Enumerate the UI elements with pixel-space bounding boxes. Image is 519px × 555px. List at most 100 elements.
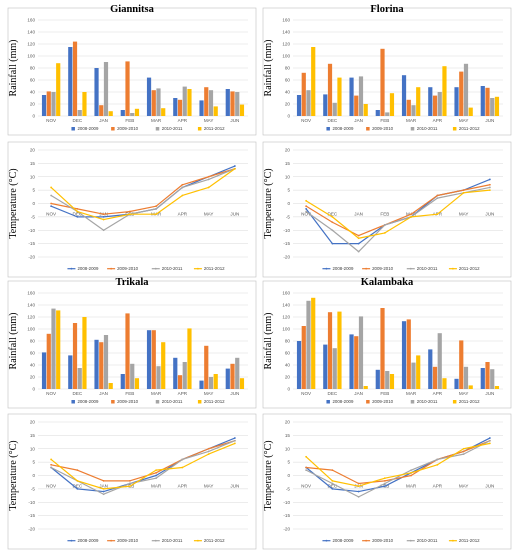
y-tick-label: -5 (31, 486, 36, 491)
point-2011-2012-MAY (462, 191, 465, 194)
bar-2010-2011-DEC (332, 348, 337, 389)
panel-frame (7, 413, 257, 550)
point-2011-2012-FEB (128, 213, 131, 216)
bar-2009-2010-JAN (354, 95, 359, 116)
legend: 2008-2009 2009-2010 2010-2011 2011-2012 (67, 538, 225, 543)
y-tick-label: 20 (30, 375, 36, 380)
x-tick-label: MAR (151, 483, 162, 488)
y-tick-label: 10 (285, 446, 291, 451)
point-2009-2010-MAY (462, 450, 465, 453)
x-tick-label: MAY (204, 483, 214, 488)
legend-label: 2011-2012 (459, 538, 480, 543)
station-title: Giannitsa (110, 4, 155, 15)
chart-panel-4: Rainfall (mm) 0 20 40 60 80 100 120 140 160 NOV DEC… (7, 280, 257, 409)
bar-2008-2009-DEC (68, 47, 73, 116)
bar-2009-2010-JUN (485, 362, 490, 389)
bar-2010-2011-APR (437, 92, 442, 116)
bar-2008-2009-FEB (120, 374, 125, 389)
bar-2010-2011-MAY (463, 63, 469, 116)
line-series-2010-2011 (50, 440, 236, 495)
bar-2010-2011-FEB (385, 371, 390, 389)
bar-2009-2010-DEC (72, 41, 78, 116)
x-tick-label: JUN (485, 483, 494, 488)
x-tick-label: DEC (328, 483, 338, 488)
bar-2009-2010-MAR (406, 99, 411, 116)
y-tick-label: 20 (285, 375, 291, 380)
bar-2008-2009-MAY (454, 87, 459, 116)
bar-2009-2010-NOV (301, 72, 306, 116)
bar-2010-2011-DEC (77, 110, 82, 116)
point-2009-2010-NOV (50, 202, 53, 205)
bar-2011-2012-DEC (82, 317, 87, 389)
bar-2010-2011-JAN (358, 76, 364, 116)
point-2009-2010-DEC (331, 221, 334, 224)
bar-2009-2010-MAR (151, 90, 156, 116)
legend-label: 2008-2009 (332, 126, 354, 131)
x-tick-label: NOV (301, 211, 312, 216)
bar-2010-2011-MAR (411, 105, 416, 116)
point-2011-2012-MAR (410, 215, 413, 218)
point-2008-2009-JAN (357, 490, 360, 493)
bar-2011-2012-DEC (337, 311, 342, 389)
y-tick-label: 60 (285, 351, 291, 356)
line-series-2011-2012 (305, 189, 491, 239)
x-tick-label: NOV (301, 391, 312, 396)
bar-2010-2011-JAN (103, 62, 109, 116)
legend-label: 2008-2009 (77, 126, 99, 131)
line-series-2011-2012 (305, 442, 491, 487)
bar-2011-2012-MAR (416, 87, 421, 116)
legend-marker (452, 539, 454, 542)
bar-2010-2011-FEB (385, 112, 390, 116)
y-tick-label: 20 (30, 148, 36, 153)
point-2008-2009-DEC (331, 487, 334, 490)
bar-2010-2011-NOV (306, 90, 311, 116)
point-2009-2010-JAN (102, 479, 105, 482)
x-tick-label: JUN (230, 483, 239, 488)
y-tick-label: 80 (30, 66, 36, 71)
bar-2008-2009-DEC (68, 355, 73, 389)
legend-swatch (366, 400, 370, 404)
y-axis-title: Temperature (°C) (263, 168, 274, 238)
x-tick-label: MAY (459, 483, 469, 488)
bar-2011-2012-APR (187, 328, 192, 389)
y-tick-label: 10 (285, 174, 291, 179)
y-tick-label: 15 (285, 433, 291, 438)
x-tick-label: FEB (125, 118, 134, 123)
legend-label: 2009-2010 (117, 266, 139, 271)
bar-2010-2011-DEC (332, 102, 337, 116)
y-axis-title: Rainfall (mm) (263, 40, 274, 97)
bar-2010-2011-MAR (411, 362, 416, 389)
bar-2010-2011-MAY (463, 366, 469, 389)
bar-2011-2012-JAN (108, 383, 113, 389)
legend-swatch (111, 127, 115, 131)
station-title: Kalambaka (361, 277, 414, 288)
x-tick-label: JAN (354, 211, 363, 216)
x-tick-label: NOV (301, 483, 312, 488)
point-2011-2012-DEC (76, 479, 79, 482)
bar-2011-2012-JUN (494, 386, 500, 389)
x-tick-label: MAY (459, 211, 469, 216)
y-tick-label: -20 (28, 527, 35, 532)
point-2010-2011-NOV (50, 194, 53, 197)
chart-panel-0: Rainfall (mm) 0 20 40 60 80 100 120 140 160 NOV DEC… (7, 7, 257, 136)
x-tick-label: JUN (230, 391, 239, 396)
y-tick-label: 15 (285, 161, 291, 166)
x-tick-label: MAY (459, 118, 469, 123)
bar-2011-2012-MAY (468, 107, 473, 116)
y-axis-title: Rainfall (mm) (263, 313, 274, 370)
x-tick-label: JAN (99, 483, 108, 488)
point-2011-2012-MAR (410, 471, 413, 474)
point-2011-2012-NOV (50, 186, 53, 189)
point-2009-2010-JUN (488, 183, 491, 186)
legend-label: 2009-2010 (372, 126, 394, 131)
bar-2008-2009-MAR (401, 321, 407, 389)
bar-2008-2009-JAN (349, 334, 354, 389)
y-tick-label: 0 (287, 387, 290, 392)
legend-label: 2008-2009 (332, 266, 354, 271)
y-tick-label: -20 (283, 255, 290, 260)
y-tick-label: 100 (282, 327, 290, 332)
legend-swatch (452, 127, 457, 131)
x-tick-label: APR (433, 118, 443, 123)
y-tick-label: 140 (27, 303, 35, 308)
bar-2009-2010-APR (432, 95, 438, 116)
